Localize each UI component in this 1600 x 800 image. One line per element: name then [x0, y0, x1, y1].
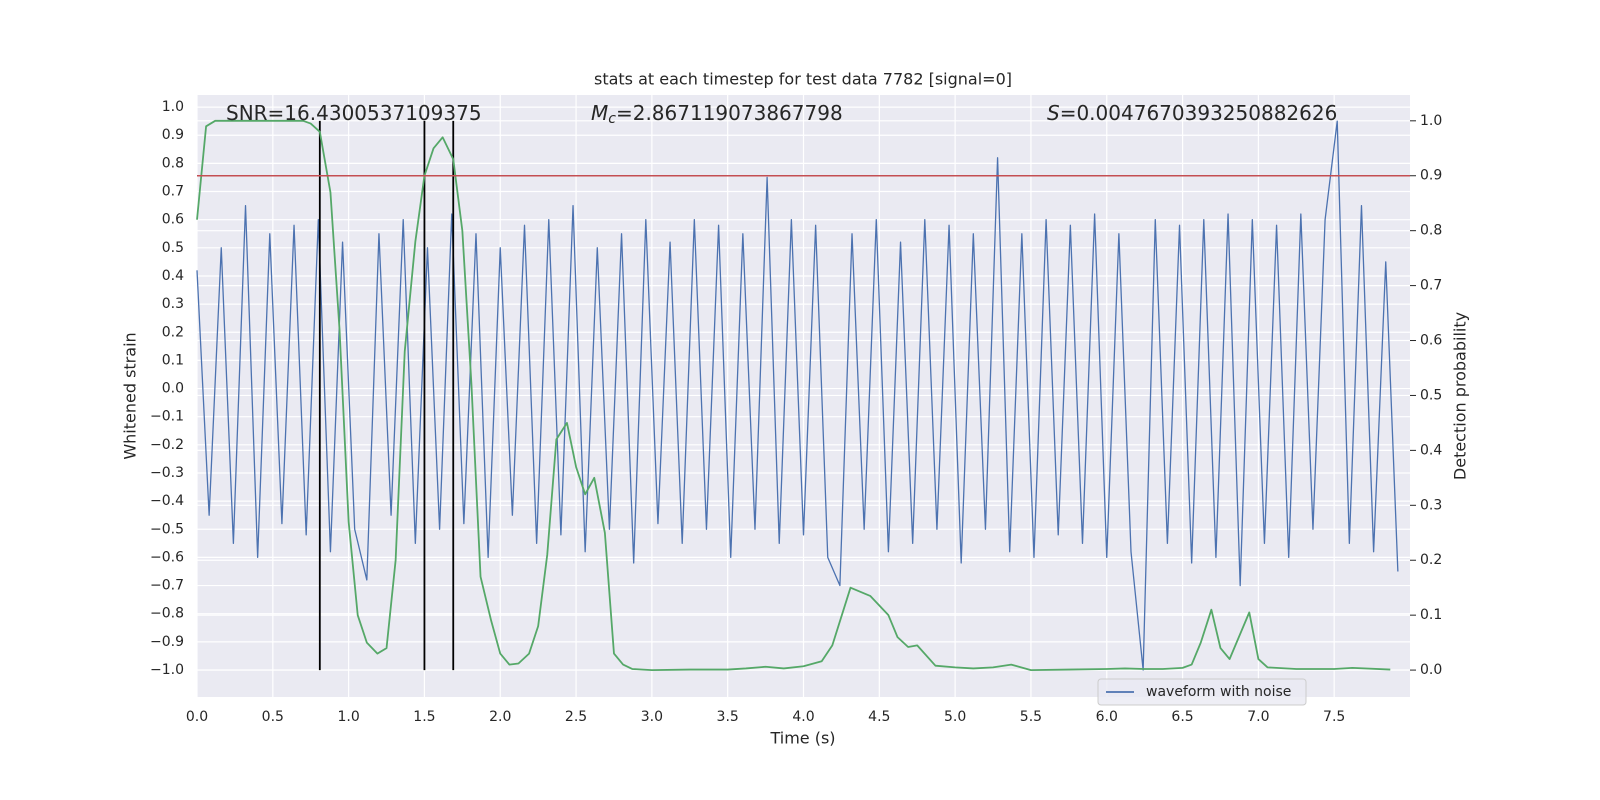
- x-tick-label: 3.5: [717, 709, 739, 725]
- x-axis-label: Time (s): [769, 729, 835, 748]
- annotation: SNR=16.4300537109375: [226, 101, 482, 125]
- annotation-symbol: S: [1047, 101, 1060, 125]
- y2-tick-label: 0.7: [1420, 278, 1442, 294]
- x-tick-label: 7.0: [1247, 709, 1269, 725]
- y2-tick-label: 0.1: [1420, 607, 1442, 623]
- y-tick-label: −0.5: [150, 521, 184, 537]
- x-tick-label: 2.5: [565, 709, 587, 725]
- y-tick-label: −0.6: [150, 549, 184, 565]
- annotation-text: =2.867119073867798: [616, 101, 843, 125]
- y-tick-label: 0.5: [162, 240, 184, 256]
- x-tick-label: 5.0: [944, 709, 966, 725]
- y-tick-label: 0.1: [162, 352, 184, 368]
- y-tick-label: −0.1: [150, 409, 184, 425]
- x-tick-label: 4.5: [868, 709, 890, 725]
- x-tick-label: 0.0: [186, 709, 208, 725]
- legend-box: [1097, 678, 1307, 706]
- x-tick-label: 5.5: [1020, 709, 1042, 725]
- y-tick-label: −0.2: [150, 437, 184, 453]
- y2-tick-label: 0.2: [1420, 552, 1442, 568]
- y-tick-label: −0.7: [150, 578, 184, 594]
- y-tick-label: 0.4: [162, 268, 184, 284]
- y-tick-label: 0.2: [162, 324, 184, 340]
- y-tick-label: −1.0: [150, 662, 184, 678]
- x-tick-label: 7.5: [1323, 709, 1345, 725]
- x-tick-label: 1.5: [413, 709, 435, 725]
- x-tick-label: 3.0: [641, 709, 663, 725]
- x-tick-label: 4.0: [792, 709, 814, 725]
- annotation-text: SNR=16.4300537109375: [226, 101, 482, 125]
- y2-tick-label: 0.8: [1420, 223, 1442, 239]
- y2-tick-label: 0.3: [1420, 497, 1442, 513]
- y-tick-label: 0.6: [162, 212, 184, 228]
- annotation: S=0.0047670393250882626: [1047, 101, 1337, 125]
- y-tick-label: 0.0: [162, 381, 184, 397]
- chart-title: stats at each timestep for test data 778…: [594, 70, 1012, 89]
- labels: stats at each timestep for test data 778…: [121, 70, 1470, 748]
- y-tick-label: −0.3: [150, 465, 184, 481]
- y-tick-label: 0.3: [162, 296, 184, 312]
- y2-tick-label: 0.9: [1420, 168, 1442, 184]
- y-tick-label: −0.4: [150, 493, 184, 509]
- annotation-subscript: c: [608, 111, 616, 127]
- y2-tick-label: 0.4: [1420, 442, 1442, 458]
- y2-tick-label: 0.5: [1420, 387, 1442, 403]
- y-tick-label: 1.0: [162, 99, 184, 115]
- x-tick-label: 1.0: [337, 709, 359, 725]
- y2-tick-label: 0.0: [1420, 662, 1442, 678]
- x-tick-label: 6.0: [1096, 709, 1118, 725]
- y2-tick-label: 1.0: [1420, 113, 1442, 129]
- annotation-text: =0.0047670393250882626: [1060, 101, 1338, 125]
- y-axis-label: Whitened strain: [121, 332, 140, 459]
- y-tick-label: 0.9: [162, 127, 184, 143]
- y-tick-label: −0.9: [150, 634, 184, 650]
- y2-axis-label: Detection probability: [1451, 312, 1470, 480]
- y-tick-label: 0.8: [162, 155, 184, 171]
- legend-label: waveform with noise: [1146, 684, 1291, 700]
- x-tick-label: 6.5: [1171, 709, 1193, 725]
- annotation: Mc=2.867119073867798: [591, 101, 843, 128]
- y-tick-label: −0.8: [150, 606, 184, 622]
- y-tick-label: 0.7: [162, 184, 184, 200]
- x-tick-label: 0.5: [262, 709, 284, 725]
- annotation-symbol: M: [591, 101, 608, 125]
- waveform-line: [196, 120, 1399, 671]
- y2-tick-label: 0.6: [1420, 333, 1442, 349]
- probability-line: [196, 119, 1391, 671]
- x-tick-label: 2.0: [489, 709, 511, 725]
- marks: [196, 119, 1410, 671]
